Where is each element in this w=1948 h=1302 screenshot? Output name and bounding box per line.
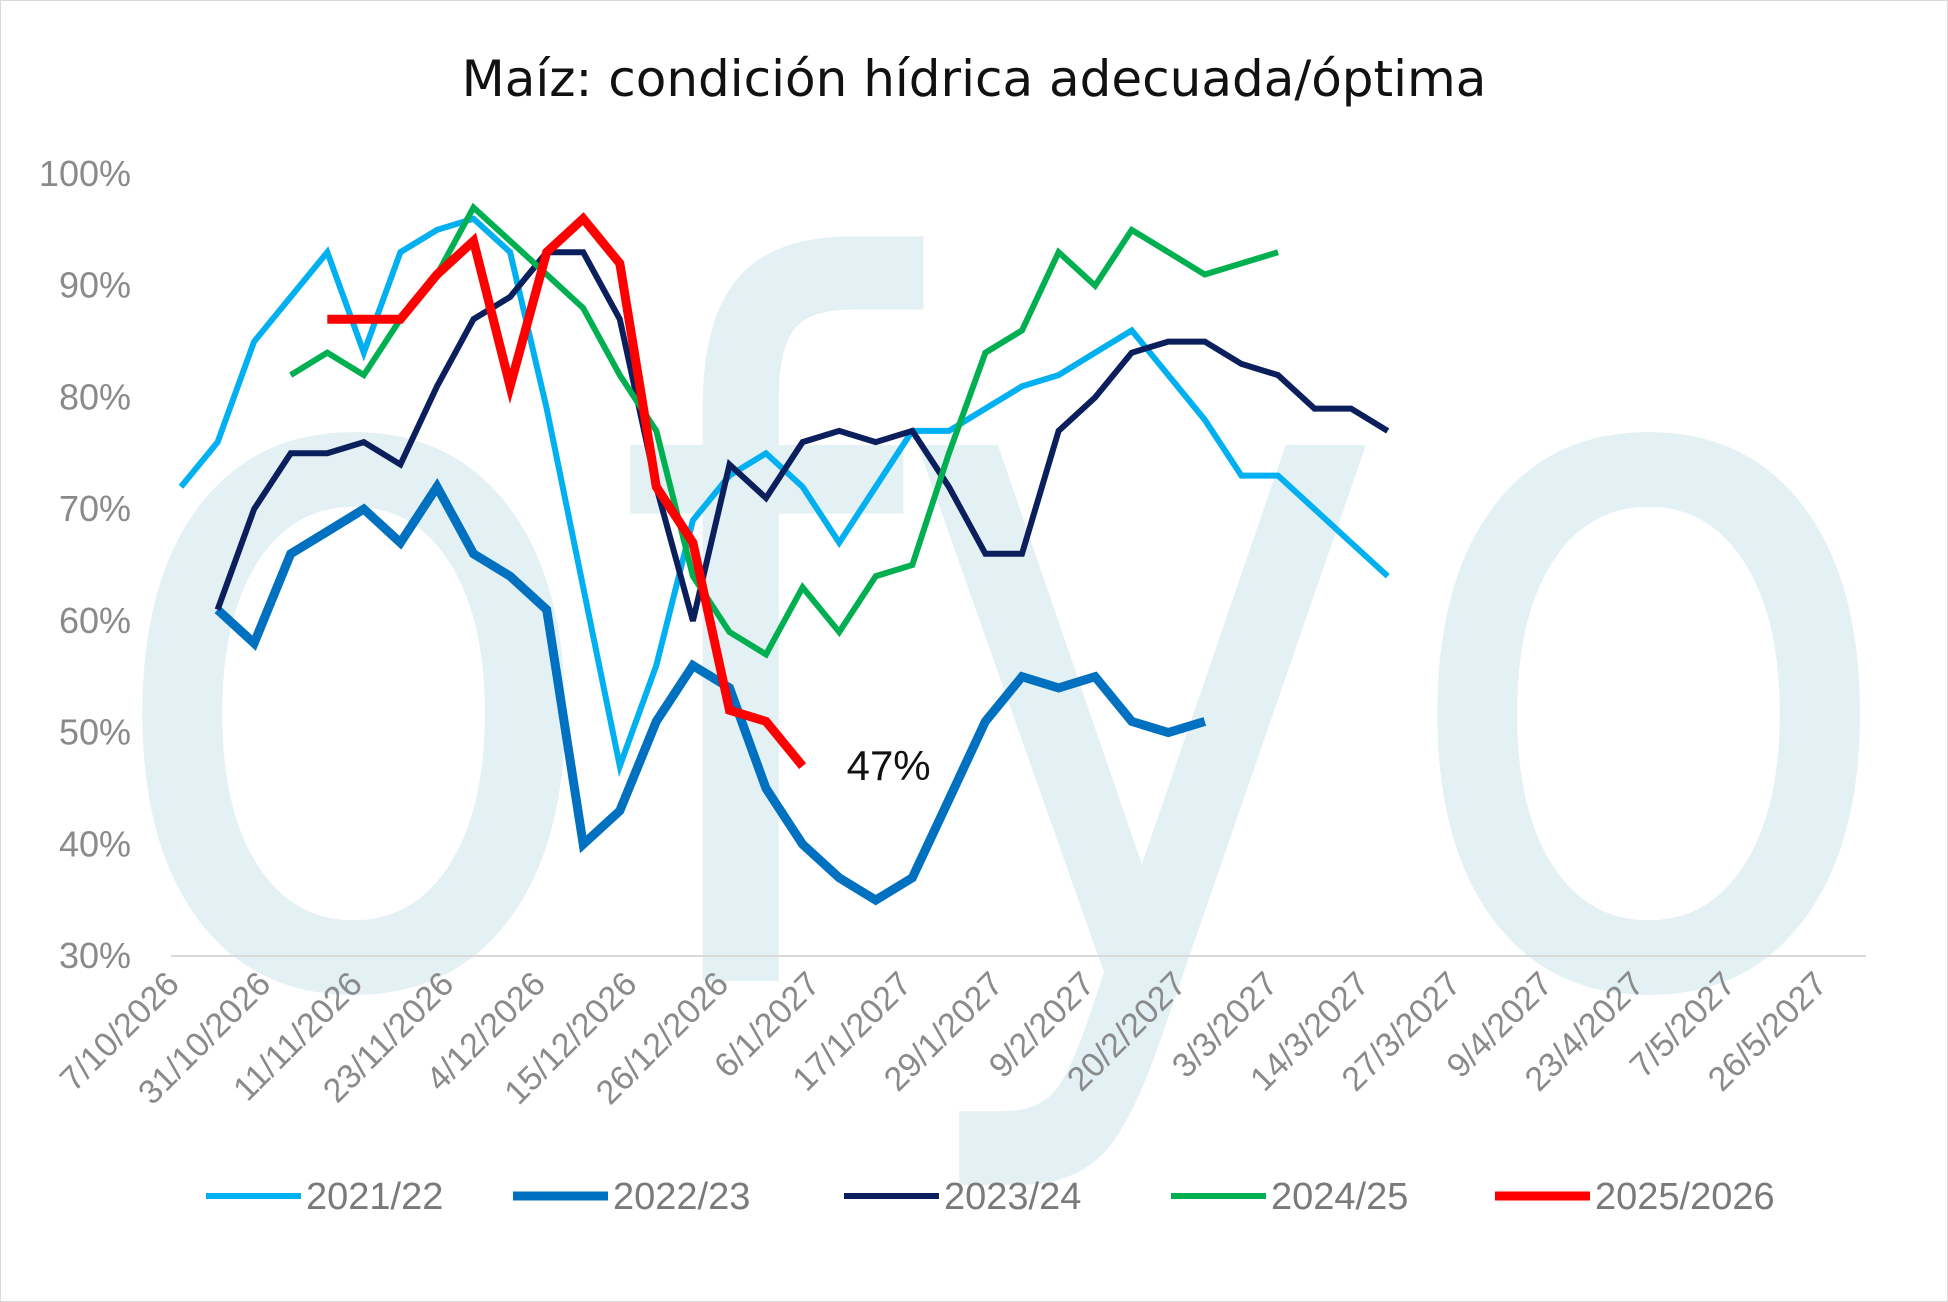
series-line-2023-24 <box>214 249 1390 622</box>
y-tick-label: 50% <box>59 712 131 753</box>
series-line-2025-2026 <box>327 212 807 769</box>
legend-label: 2025/2026 <box>1595 1176 1775 1218</box>
legend-label: 2021/22 <box>306 1176 443 1218</box>
legend: 2021/22 2022/23 2023/24 2024/25 2025/2026 <box>206 1176 1775 1218</box>
legend-label: 2022/23 <box>613 1176 750 1218</box>
annotation-layer: 47% <box>847 742 931 789</box>
series-layer <box>178 202 1390 906</box>
y-tick-label: 100% <box>39 153 131 194</box>
y-tick-label: 40% <box>59 823 131 864</box>
y-tick-label: 30% <box>59 935 131 976</box>
y-tick-label: 60% <box>59 600 131 641</box>
legend-label: 2023/24 <box>944 1176 1081 1218</box>
y-tick-label: 70% <box>59 488 131 529</box>
last-value-label: 47% <box>847 742 931 789</box>
chart-title: Maíz: condición hídrica adecuada/óptima <box>462 50 1487 108</box>
legend-label: 2024/25 <box>1271 1176 1408 1218</box>
series-line-2024-25 <box>289 202 1279 659</box>
y-tick-label: 90% <box>59 265 131 306</box>
y-axis-ticks: 100% 90% 80% 70% 60% 50% 40% 30% <box>39 153 131 976</box>
y-tick-label: 80% <box>59 376 131 417</box>
series-line-2022-23 <box>214 478 1207 906</box>
